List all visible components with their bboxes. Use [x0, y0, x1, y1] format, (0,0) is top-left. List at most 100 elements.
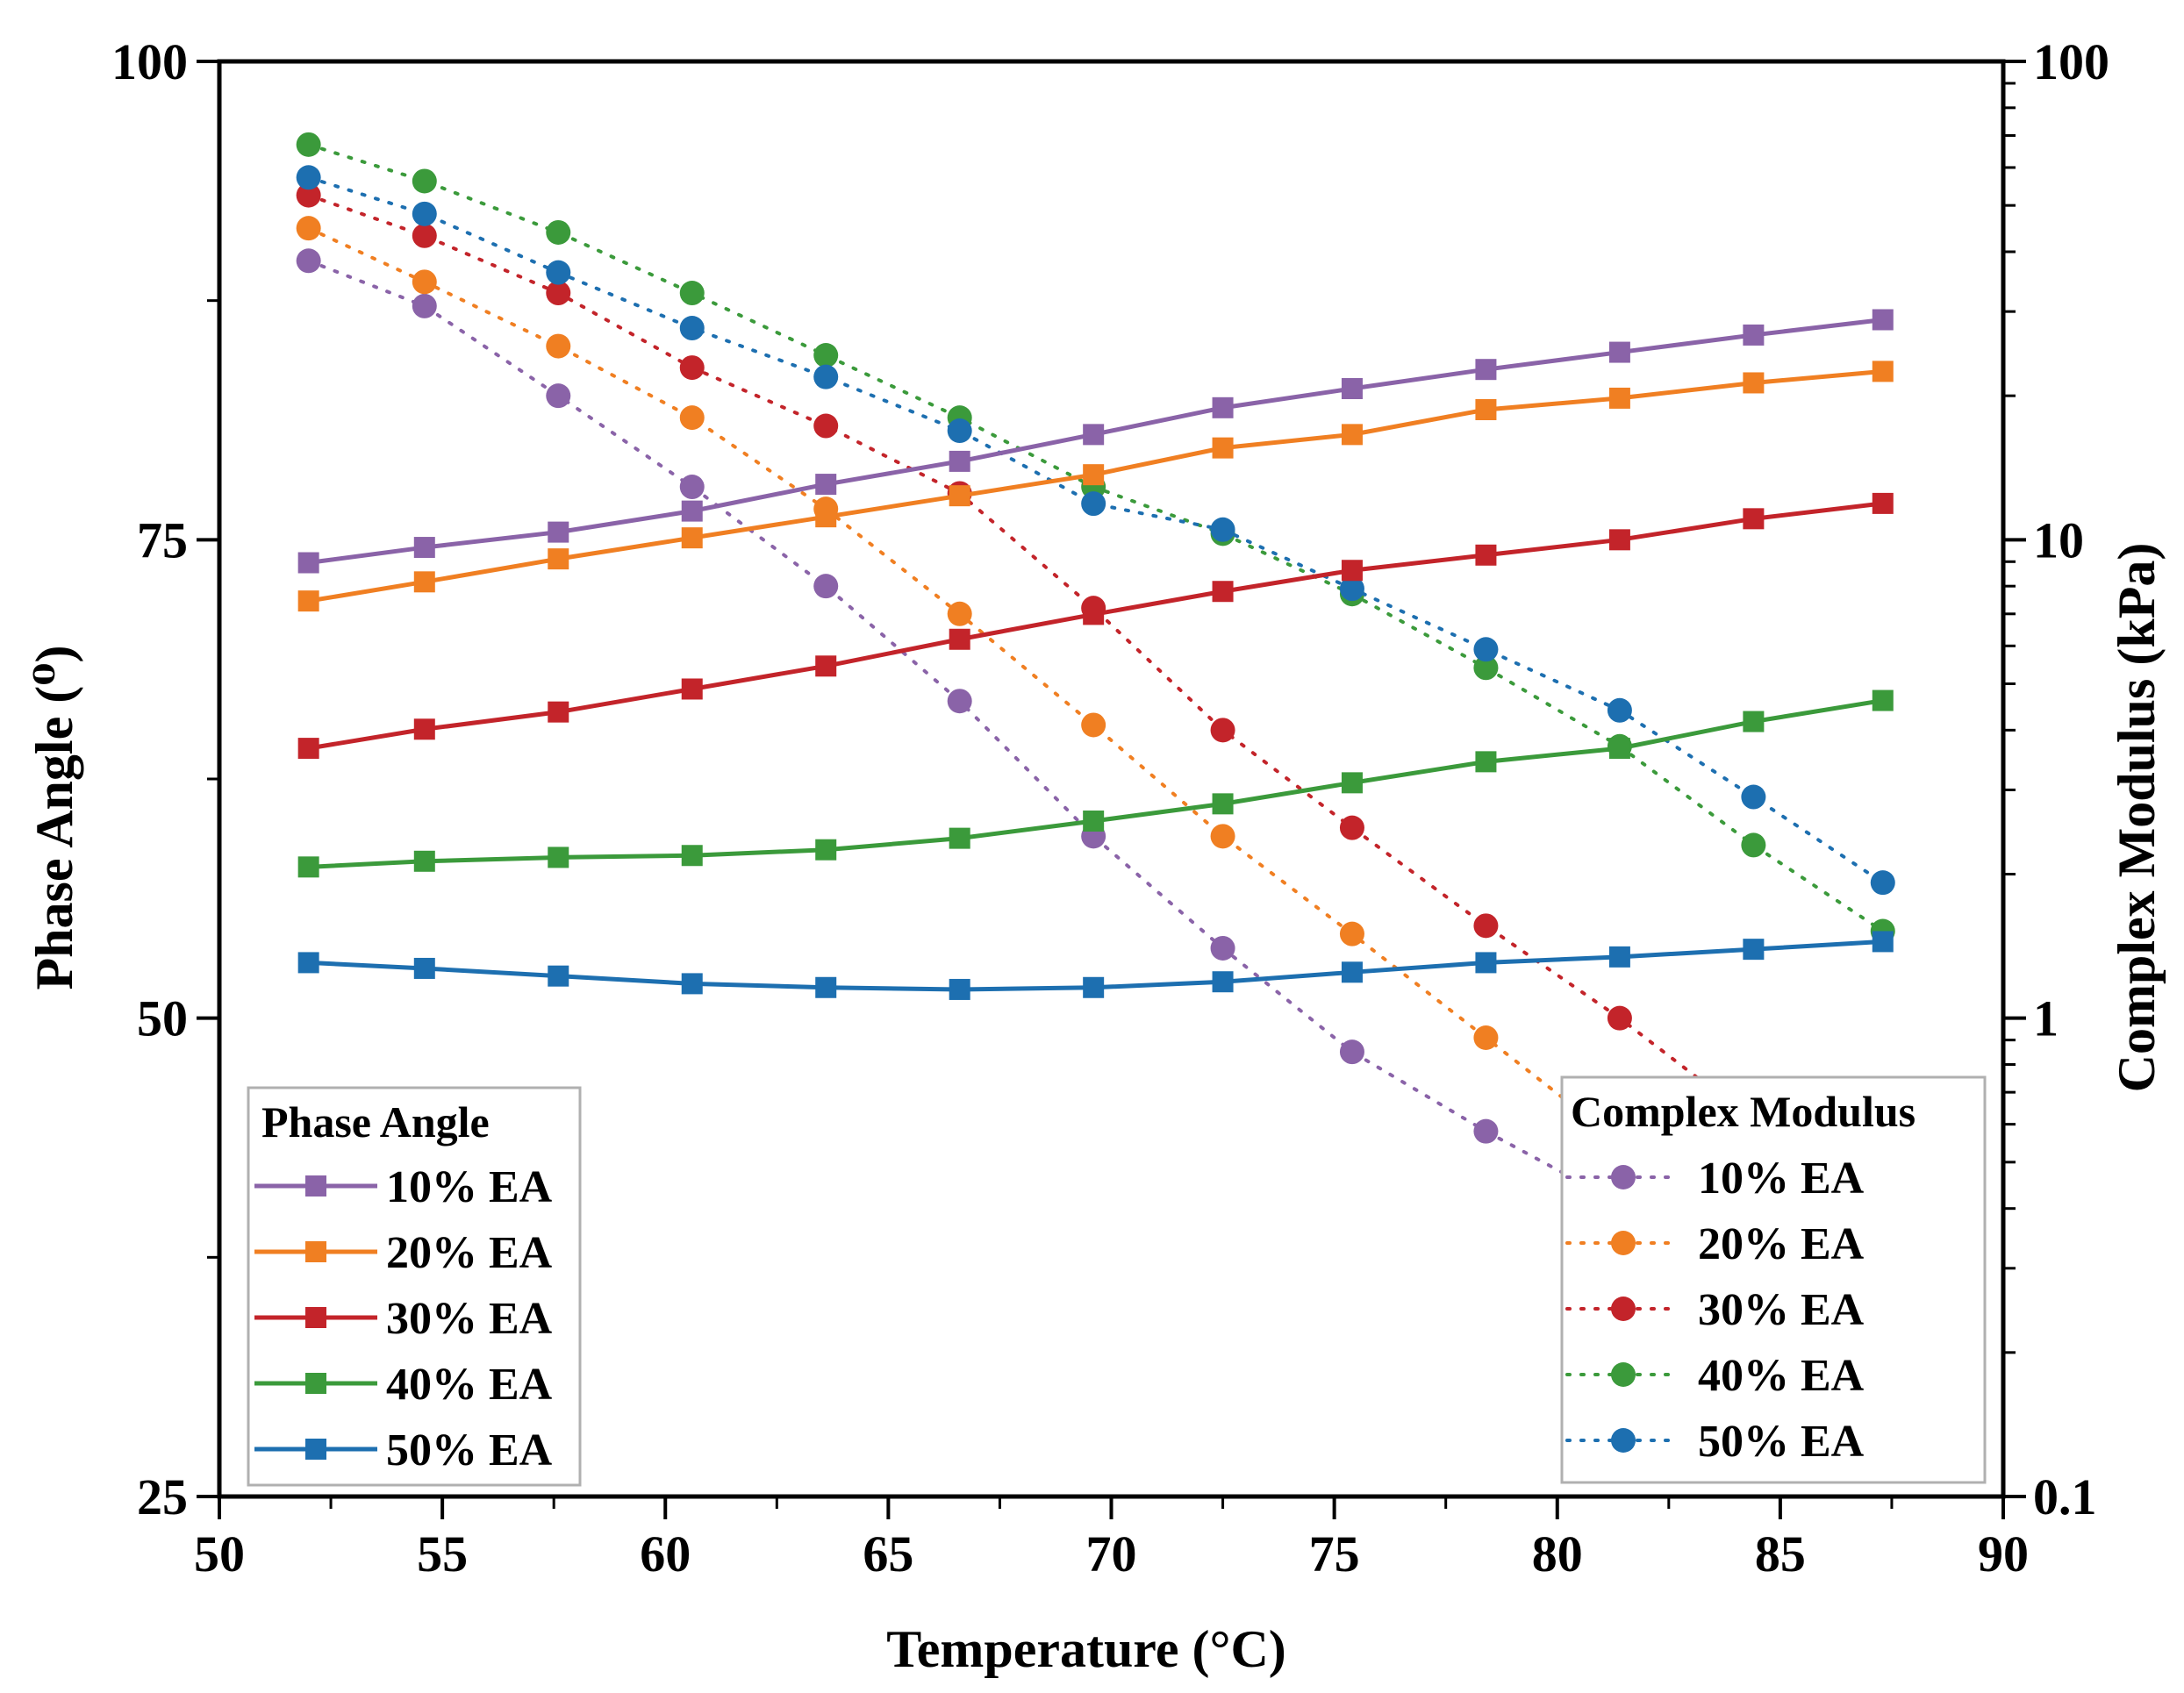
phase-angle-legend-marker: [305, 1241, 326, 1262]
complex-modulus-legend-label: 30% EA: [1698, 1285, 1865, 1335]
complex-modulus-point: [813, 413, 839, 439]
x-tick-label: 55: [417, 1525, 468, 1582]
complex-modulus-point: [1607, 697, 1632, 723]
phase-angle-point: [1341, 560, 1363, 582]
complex-modulus-point: [1607, 1005, 1632, 1031]
complex-modulus-point: [947, 418, 972, 444]
phase-angle-point: [1743, 324, 1765, 346]
complex-modulus-point: [679, 355, 705, 381]
complex-modulus-point: [1473, 655, 1499, 681]
complex-modulus-point: [1741, 832, 1766, 858]
phase-angle-point: [949, 628, 970, 650]
complex-modulus-point: [1741, 784, 1766, 810]
phase-angle-point: [297, 552, 319, 574]
complex-modulus-point: [1473, 1118, 1499, 1144]
complex-modulus-legend-label: 40% EA: [1698, 1351, 1865, 1401]
complex-modulus-legend-marker: [1611, 1362, 1636, 1387]
complex-modulus-point: [1339, 576, 1364, 602]
phase-angle-point: [297, 952, 319, 974]
phase-angle-point: [297, 738, 319, 760]
phase-angle-point: [1212, 396, 1234, 418]
complex-modulus-point: [1473, 913, 1499, 939]
complex-modulus-point: [1339, 1039, 1364, 1065]
complex-modulus-point: [546, 383, 571, 409]
phase-angle-point: [815, 976, 837, 998]
complex-modulus-point: [813, 364, 839, 389]
complex-modulus-point: [679, 405, 705, 431]
phase-angle-point: [1872, 492, 1894, 514]
complex-modulus-point: [296, 248, 321, 274]
series-layer: [296, 132, 1895, 1375]
complex-modulus-point: [813, 574, 839, 599]
phase-angle-point: [1872, 689, 1894, 711]
complex-modulus-point: [1210, 935, 1235, 961]
phase-angle-point: [1083, 464, 1105, 486]
y-left-tick-label: 25: [137, 1468, 188, 1525]
phase-angle-point: [681, 500, 703, 522]
phase-angle-point: [1083, 424, 1105, 446]
x-tick-label: 75: [1309, 1525, 1360, 1582]
phase-angle-legend-marker: [305, 1439, 326, 1460]
phase-angle-point: [548, 521, 569, 543]
phase-angle-point: [297, 590, 319, 612]
x-tick-label: 80: [1532, 1525, 1583, 1582]
complex-modulus-legend-box: [1560, 1075, 1987, 1484]
phase-angle-point: [548, 846, 569, 868]
phase-angle-point: [1475, 544, 1497, 566]
y-axis-left-title: Phase Angle (⁰): [25, 646, 83, 990]
complex-modulus-point: [1473, 637, 1499, 662]
complex-modulus-point: [546, 219, 571, 245]
x-tick-label: 70: [1086, 1525, 1137, 1582]
complex-modulus-point: [412, 168, 437, 194]
phase-angle-point: [1743, 508, 1765, 530]
complex-modulus-line: [306, 175, 1885, 885]
phase-angle-point: [1341, 424, 1363, 446]
complex-modulus-point: [1870, 870, 1895, 896]
complex-modulus-legend-marker: [1611, 1428, 1636, 1453]
complex-modulus-series-3: [296, 182, 1895, 1232]
phase-angle-point: [681, 678, 703, 700]
complex-modulus-point: [296, 165, 321, 190]
complex-modulus-point: [546, 333, 571, 359]
phase-angle-legend: Phase Angle 10% EA 20% EA 30% EA 40% EA 50% …: [247, 1086, 582, 1487]
y-right-tick-label: 1: [2033, 990, 2059, 1047]
x-tick-label: 50: [194, 1525, 245, 1582]
phase-angle-point: [1743, 711, 1765, 732]
complex-modulus-legend-label: 50% EA: [1698, 1417, 1865, 1467]
phase-angle-series-2: [297, 361, 1894, 612]
complex-modulus-legend-title: Complex Modulus: [1571, 1087, 1915, 1136]
phase-angle-line: [308, 501, 1884, 751]
complex-modulus-legend-marker: [1611, 1231, 1636, 1255]
phase-angle-point: [1608, 946, 1630, 968]
complex-modulus-legend-marker: [1611, 1165, 1636, 1189]
complex-modulus-point: [679, 475, 705, 500]
x-tick-label: 90: [1978, 1525, 2029, 1582]
phase-angle-point: [1083, 604, 1105, 625]
complex-modulus-point: [296, 132, 321, 157]
complex-modulus-point: [1081, 491, 1106, 517]
phase-angle-point: [1212, 581, 1234, 603]
phase-angle-point: [1872, 309, 1894, 331]
complex-modulus-legend: Complex Modulus 10% EA 20% EA 30% EA 40% EA…: [1560, 1075, 1987, 1484]
complex-modulus-point: [1339, 815, 1364, 840]
complex-modulus-point: [296, 182, 321, 208]
phase-angle-point: [548, 965, 569, 987]
y-axis-right-title: Complex Modulus (kPa): [2108, 543, 2166, 1093]
complex-modulus-point: [546, 260, 571, 285]
complex-modulus-legend-label: 20% EA: [1698, 1219, 1865, 1269]
phase-angle-point: [815, 474, 837, 496]
phase-angle-series-4: [297, 689, 1894, 878]
phase-angle-series-3: [297, 492, 1894, 760]
phase-angle-legend-marker: [305, 1175, 326, 1197]
phase-angle-point: [681, 527, 703, 549]
complex-modulus-point: [1473, 1025, 1499, 1051]
phase-angle-legend-label: 40% EA: [386, 1360, 553, 1410]
phase-angle-point: [413, 718, 435, 740]
phase-angle-legend-label: 20% EA: [386, 1228, 553, 1278]
complex-modulus-point: [412, 223, 437, 248]
phase-angle-point: [1341, 772, 1363, 794]
complex-modulus-point: [1210, 718, 1235, 743]
complex-modulus-point: [412, 293, 437, 318]
